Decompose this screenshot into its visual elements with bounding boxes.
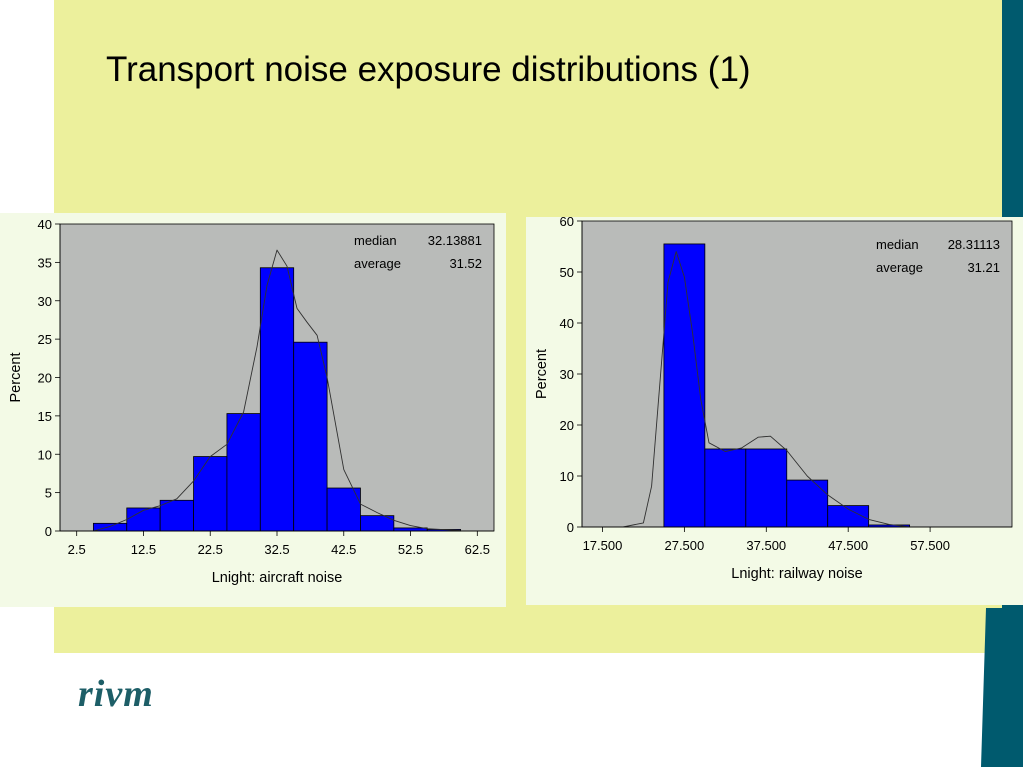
annotation-label: median [876,237,919,252]
y-tick-label: 30 [560,367,574,382]
histogram-bar [704,448,747,528]
annotation-value: 32.13881 [428,233,482,248]
y-tick-label: 15 [38,409,52,424]
annotation-label: median [354,233,397,248]
annotation-value: 28.31113 [948,237,1000,252]
railway-noise-histogram: 0 10 20 30 40 50 60 17.500 27.500 37.500 47.500 57.… [534,217,1013,582]
aircraft-noise-chart: 0 5 10 15 20 25 30 35 40 2.5 12.5 22.5 32.5 42.5 52.5 6… [0,213,506,607]
x-tick-label: 57.500 [910,538,950,553]
histogram-bar [393,527,428,532]
x-tick-label: 47.500 [828,538,868,553]
histogram-bar [126,507,161,532]
x-tick-label: 22.5 [198,542,223,557]
x-tick-label: 52.5 [398,542,423,557]
rivm-logo: rivm [78,673,154,715]
x-tick-label: 42.5 [331,542,356,557]
x-axis-label: Lnight: railway noise [731,566,862,582]
y-tick-label: 40 [38,217,52,232]
y-tick-label: 0 [45,524,52,539]
histogram-bar [786,479,829,528]
y-tick-label: 5 [45,486,52,501]
y-tick-label: 60 [560,217,574,229]
histogram-bar [259,267,295,532]
annotation-label: average [876,260,923,275]
x-tick-label: 62.5 [465,542,490,557]
annotation-value: 31.52 [449,256,482,271]
plot-area [581,220,1013,528]
x-tick-label: 27.500 [664,538,704,553]
annotation-value: 31.21 [967,260,1000,275]
y-tick-label: 0 [567,520,574,535]
x-axis-label: Lnight: aircraft noise [212,570,343,586]
x-tick-label: 37.500 [746,538,786,553]
slide-title: Transport noise exposure distributions (… [106,50,751,89]
y-tick-label: 50 [560,265,574,280]
x-tick-label: 17.500 [583,538,623,553]
annotation-label: average [354,256,401,271]
x-tick-label: 2.5 [68,542,86,557]
histogram-bar [226,413,261,532]
railway-noise-chart: 0 10 20 30 40 50 60 17.500 27.500 37.500 47.500 57.… [526,217,1023,605]
y-tick-label: 40 [560,316,574,331]
x-tick-label: 12.5 [131,542,156,557]
histogram-bar [326,487,361,532]
x-tick-label: 32.5 [264,542,289,557]
y-tick-label: 30 [38,294,52,309]
y-tick-label: 20 [560,418,574,433]
aircraft-noise-histogram: 0 5 10 15 20 25 30 35 40 2.5 12.5 22.5 32.5 42.5 52.5 6… [8,217,495,586]
histogram-bar [193,456,228,532]
density-curve [622,251,910,528]
y-tick-label: 25 [38,332,52,347]
y-tick-label: 10 [38,447,52,462]
histogram-bar [663,243,706,528]
histogram-bar [293,341,328,532]
histogram-bar [745,448,788,528]
y-tick-label: 10 [560,469,574,484]
histogram-bar [159,499,194,532]
y-axis-label: Percent [8,353,24,403]
y-axis-label: Percent [534,349,550,399]
density-curve [93,249,461,532]
y-tick-label: 35 [38,255,52,270]
y-tick-label: 20 [38,371,52,386]
